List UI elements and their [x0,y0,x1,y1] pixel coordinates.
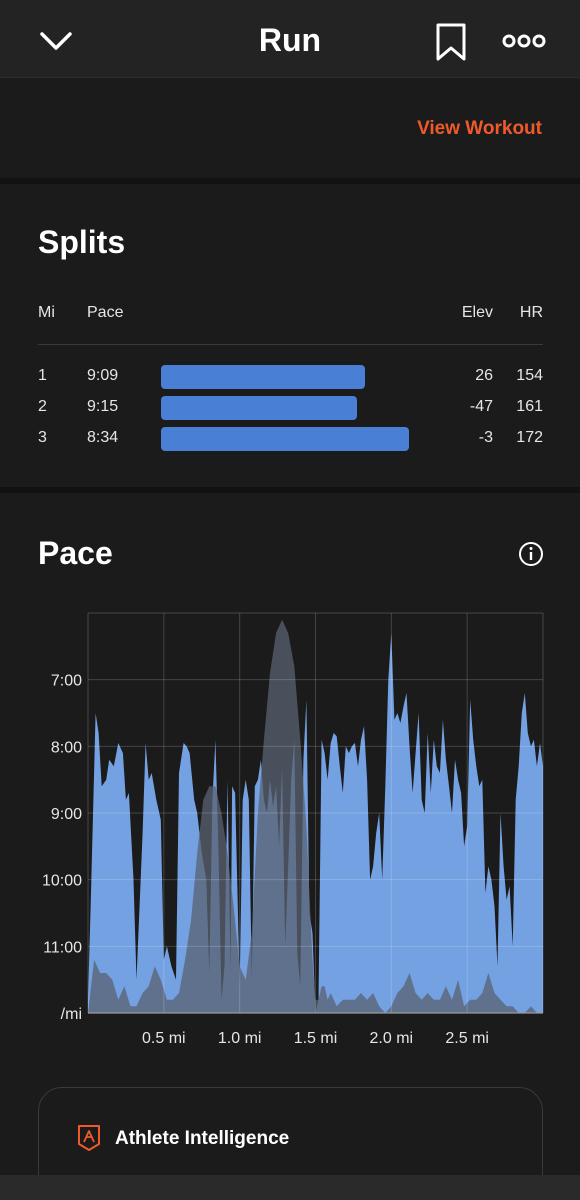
splits-section: Splits Mi Pace Elev HR 1 9:09 26 154 2 9… [0,184,580,487]
info-icon[interactable] [518,541,544,567]
pace-section: Pace 7:00 8:00 9:00 10:00 11:00/mi 0.5 mi 1.0 … [0,493,580,1200]
split-hr: 154 [516,367,543,384]
split-mile: 2 [38,398,47,415]
x-tick-label: 1.0 mi [218,1030,262,1047]
split-mile: 1 [38,367,47,384]
split-pace: 9:15 [87,398,119,415]
y-tick-label: 11:00 [43,939,82,956]
split-pace-bar [161,396,358,420]
chevron-down-icon[interactable] [38,26,74,56]
page-title: Run [258,22,322,58]
split-row: 1 9:09 26 154 [38,365,543,391]
splits-divider [38,344,543,345]
split-elev: 26 [475,367,493,384]
split-pace: 9:09 [87,367,119,384]
col-pace-header: Pace [87,304,124,321]
split-row: 2 9:15 -47 161 [38,396,543,422]
pace-title: Pace [38,535,113,571]
splits-header-row: Mi Pace Elev HR [38,302,543,328]
col-hr-header: HR [519,304,543,321]
split-hr: 161 [516,398,543,415]
workout-link-section: View Workout [0,78,580,178]
col-elev-header: Elev [461,304,493,321]
bottom-bar [0,1175,580,1200]
split-pace-bar [161,427,409,451]
split-elev: -3 [478,429,493,446]
y-tick-label: 8:00 [51,739,82,756]
pace-series-area-1 [88,619,543,1013]
y-tick-label: 9:00 [51,806,82,823]
split-hr: 172 [516,429,543,446]
x-tick-label: 1.5 mi [294,1030,338,1047]
split-mile: 3 [38,429,47,446]
split-pace: 8:34 [87,429,119,446]
split-elev: -47 [469,398,493,415]
more-options-icon[interactable] [502,30,546,52]
col-mi-header: Mi [38,304,55,321]
top-bar: Run [0,0,580,78]
x-tick-label: 2.0 mi [370,1030,414,1047]
x-tick-label: 0.5 mi [142,1030,186,1047]
split-pace-bar [161,365,365,389]
bookmark-icon[interactable] [434,22,468,62]
splits-title: Splits [38,224,126,260]
y-tick-label: 10:00 [42,873,82,890]
split-row: 3 8:34 -3 172 [38,427,543,453]
athlete-intelligence-label: Athlete Intelligence [115,1128,290,1149]
y-tick-label: /mi [61,1006,82,1023]
x-tick-label: 2.5 mi [445,1030,489,1047]
view-workout-link[interactable]: View Workout [417,118,542,139]
athlete-intelligence-icon [78,1125,100,1151]
y-tick-label: 7:00 [51,673,82,690]
pace-chart: 7:00 8:00 9:00 10:00 11:00/mi 0.5 mi 1.0 mi 1.5… [42,612,544,1047]
